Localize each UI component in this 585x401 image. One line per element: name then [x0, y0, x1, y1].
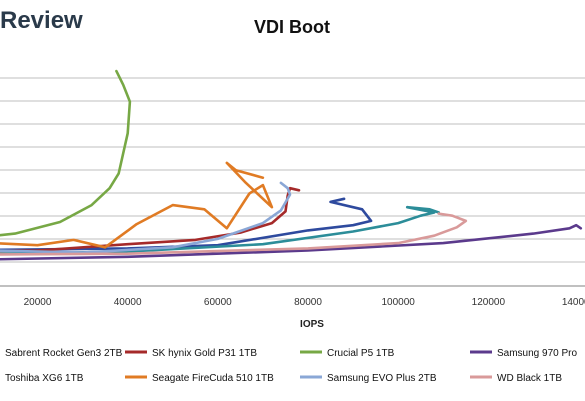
x-tick-label: 140000	[562, 297, 585, 308]
series-line-1	[0, 197, 373, 252]
legend-label: Sabrent Rocket Gen3 2TB	[5, 348, 123, 359]
x-tick-label: 100000	[381, 297, 415, 308]
legend-label: Samsung 970 Pro	[497, 348, 577, 359]
x-tick-labels: 20000 40000 60000 80000 100000 120000 140000	[24, 297, 585, 308]
legend-label: Seagate FireCuda 510 1TB	[152, 373, 274, 384]
x-tick-label: 120000	[472, 297, 506, 308]
x-axis-label: IOPS	[300, 319, 324, 330]
series-line-3	[0, 69, 132, 237]
legend-label: WD Black 1TB	[497, 373, 562, 384]
legend-label: SK hynix Gold P31 1TB	[152, 348, 257, 359]
legend-label: Toshiba XG6 1TB	[5, 373, 84, 384]
series-line-2	[0, 186, 301, 253]
x-tick-label: 40000	[114, 297, 142, 308]
series-line-4	[0, 223, 583, 261]
gridlines	[0, 77, 585, 263]
series-lines	[0, 69, 583, 261]
legend-label: Crucial P5 1TB	[327, 348, 395, 359]
series-line-8	[0, 212, 468, 256]
series-line-7	[0, 181, 292, 254]
x-tick-label: 60000	[204, 297, 232, 308]
series-line-6	[0, 161, 274, 249]
chart-title: VDI Boot	[254, 17, 330, 37]
legend-label: Samsung EVO Plus 2TB	[327, 373, 437, 384]
x-tick-label: 80000	[294, 297, 322, 308]
x-tick-label: 20000	[24, 297, 52, 308]
brand-logo-text: Review	[0, 7, 83, 34]
series-line-5	[0, 205, 440, 256]
legend: Sabrent Rocket Gen3 2TB SK hynix Gold P31…	[5, 348, 577, 384]
